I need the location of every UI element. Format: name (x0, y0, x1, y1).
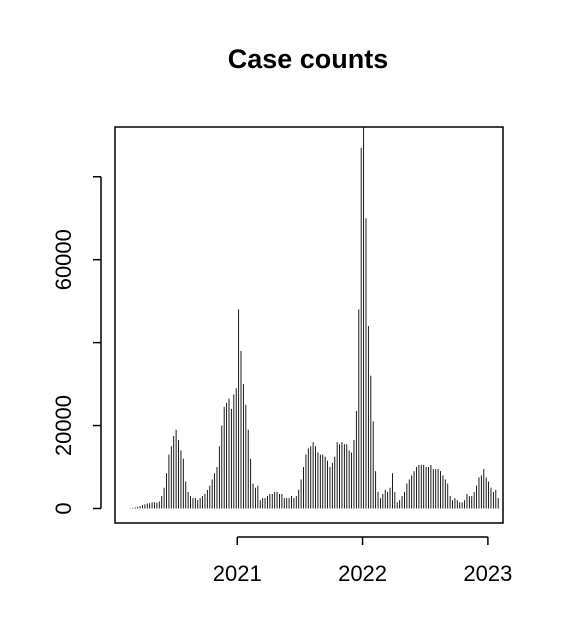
y-tick-label: 60000 (51, 229, 76, 290)
x-tick-label: 2023 (463, 561, 512, 586)
plot-frame (114, 126, 504, 524)
chart-title: Case counts (228, 44, 389, 74)
x-axis: 2021 2022 2023 (213, 536, 512, 586)
y-tick-label: 20000 (51, 395, 76, 456)
bar-series (129, 127, 499, 509)
y-tick-label: 0 (51, 502, 76, 514)
x-tick-label: 2021 (213, 561, 262, 586)
y-axis: 0 20000 60000 (51, 176, 102, 515)
x-tick-label: 2022 (338, 561, 387, 586)
